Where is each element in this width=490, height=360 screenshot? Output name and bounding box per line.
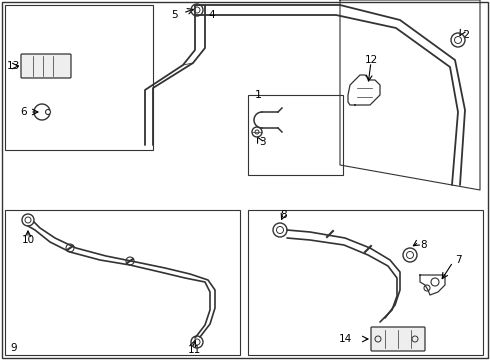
- Bar: [5, 210, 240, 355]
- Text: 13: 13: [7, 61, 20, 71]
- Text: 11: 11: [188, 345, 201, 355]
- FancyBboxPatch shape: [21, 54, 71, 78]
- Text: 5: 5: [172, 10, 178, 20]
- Bar: [5, 5, 153, 150]
- Text: 2: 2: [462, 30, 469, 40]
- Text: 14: 14: [339, 334, 352, 344]
- Text: 8: 8: [280, 210, 287, 220]
- Text: 8: 8: [420, 240, 427, 250]
- Text: 1: 1: [255, 90, 262, 100]
- Bar: [248, 210, 483, 355]
- Text: 12: 12: [365, 55, 378, 65]
- Bar: [248, 95, 343, 175]
- Text: 10: 10: [22, 235, 35, 245]
- Text: 4: 4: [208, 10, 215, 20]
- Text: 3: 3: [259, 137, 266, 147]
- Text: 7: 7: [455, 255, 462, 265]
- Text: 6: 6: [20, 107, 26, 117]
- Text: 9: 9: [10, 343, 17, 353]
- FancyBboxPatch shape: [371, 327, 425, 351]
